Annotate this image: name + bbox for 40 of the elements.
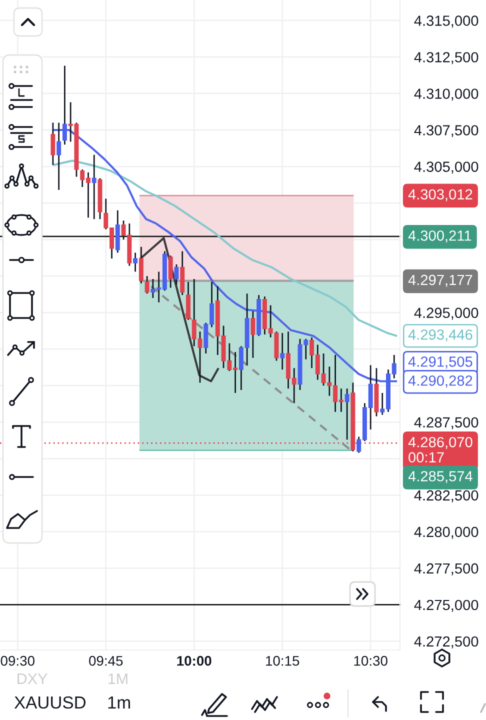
y-tick-label: 4.310,000 [414,88,478,101]
y-tick-label: 4.315,000 [414,16,478,28]
candlestick [144,275,150,294]
x-tick-label: 10:30 [354,656,388,666]
candlestick [92,154,96,220]
candlestick [168,254,173,288]
y-tick-label: 4.275,000 [414,600,478,612]
text: 4.300,211 [408,230,472,243]
text: 4.293,446 [408,329,472,342]
line-series [139,237,220,382]
y-tick-label: 4.312,500 [414,52,478,64]
y-tick-label: 4.295,000 [414,308,478,320]
x-tick-label: 10:15 [266,656,300,666]
y-tick-label: 4.280,000 [414,526,478,539]
candlestick [174,264,179,286]
text: 4.291,505 [408,356,472,369]
candlestick [50,122,56,166]
y-tick-label: 4.287,500 [414,417,478,430]
text: 4.303,012 [408,189,472,202]
text: 4.297,177 [408,274,472,287]
text: 4.286,070 00:17 [408,437,472,463]
text: 4.290,282 [408,375,472,388]
line-series [52,160,398,337]
x-tick-label: 09:45 [89,656,123,666]
candlestick [138,246,144,284]
y-tick-label: 4.277,500 [414,563,478,576]
text: XAUUSD [14,696,86,709]
candlestick [133,252,138,272]
y-tick-label: 4.282,500 [414,490,478,502]
text: 4.285,574 [408,471,472,484]
x-tick-label: 09:30 [0,656,34,666]
candlestick [250,310,256,359]
candlestick [344,388,350,440]
y-tick-label: 4.305,000 [414,162,478,174]
candlestick [186,281,190,321]
y-tick-label: 4.307,500 [414,125,478,138]
candlestick [280,332,285,370]
x-tick-label: 10:00 [177,656,212,666]
y-tick-label: 4.272,500 [414,636,478,648]
text: 1m [108,696,130,708]
